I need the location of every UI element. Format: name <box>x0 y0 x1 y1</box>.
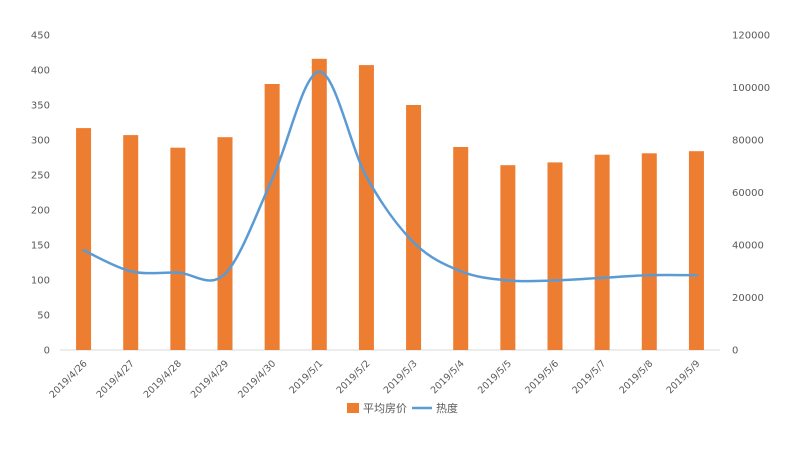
y-left-tick-label: 150 <box>31 241 50 252</box>
line-point <box>129 270 132 273</box>
y-left-tick-label: 350 <box>31 101 50 112</box>
y-left-tick-label: 100 <box>31 276 50 287</box>
x-tick-label: 2019/4/28 <box>142 358 184 400</box>
bar <box>453 147 469 350</box>
line-point <box>82 249 85 252</box>
y-right-tick-label: 120000 <box>732 31 770 42</box>
y-right-tick-label: 60000 <box>732 188 764 199</box>
x-tick-label: 2019/4/26 <box>47 358 89 400</box>
y-left-tick-label: 0 <box>44 346 50 357</box>
x-tick-label: 2019/5/5 <box>476 358 514 396</box>
y-right-tick-label: 80000 <box>732 136 764 147</box>
legend-bar-label: 平均房价 <box>363 402 407 415</box>
x-tick-label: 2019/5/1 <box>287 358 325 396</box>
y-right-tick-label: 20000 <box>732 293 764 304</box>
line-point <box>695 273 698 277</box>
bar <box>264 84 280 350</box>
axes-layer: 0 50 100 150 200 250 300 350 400 450 0 20000 40000 60… <box>31 31 770 401</box>
line-point <box>648 273 651 277</box>
bar <box>170 147 186 350</box>
line-point <box>412 241 415 244</box>
bar <box>76 128 92 350</box>
bar <box>217 137 233 350</box>
x-tick-label: 2019/5/6 <box>523 358 561 396</box>
y-right-tick-label: 0 <box>732 346 738 357</box>
bars-layer <box>76 58 704 351</box>
x-tick-label: 2019/5/9 <box>665 358 703 396</box>
line-point <box>459 270 462 273</box>
line-point <box>553 279 557 282</box>
bar <box>641 153 657 350</box>
y-left-tick-label: 400 <box>31 66 50 77</box>
bar <box>406 105 422 350</box>
line-point <box>223 272 227 276</box>
line-point <box>270 178 274 181</box>
x-tick-label: 2019/5/3 <box>382 358 420 396</box>
legend-line-label: 热度 <box>436 401 458 415</box>
bar <box>500 165 516 350</box>
y-right-tick-label: 100000 <box>732 83 770 94</box>
y-left-tick-label: 200 <box>31 206 50 217</box>
y-left-tick-label: 250 <box>31 171 50 182</box>
bar <box>688 151 704 350</box>
y-left-tick-label: 50 <box>37 311 50 322</box>
line-point <box>365 175 368 178</box>
bar <box>358 65 374 350</box>
x-tick-label: 2019/5/2 <box>335 358 373 396</box>
y-left-tick-label: 300 <box>31 136 50 147</box>
line-point <box>318 70 321 73</box>
x-tick-label: 2019/4/29 <box>189 358 231 400</box>
bar <box>311 58 327 351</box>
legend-bar-swatch <box>347 403 359 413</box>
x-tick-label: 2019/4/30 <box>236 358 278 400</box>
legend: 平均房价 热度 <box>347 401 458 415</box>
y-left-tick-label: 450 <box>31 31 50 42</box>
bar <box>547 162 563 350</box>
line-point <box>506 279 510 282</box>
x-tick-label: 2019/5/7 <box>570 358 608 396</box>
y-right-tick-label: 40000 <box>732 241 764 252</box>
line-point <box>176 271 180 274</box>
bar <box>594 154 610 350</box>
line-point <box>600 276 604 280</box>
line-layer <box>82 70 698 283</box>
x-tick-label: 2019/4/27 <box>95 358 137 400</box>
bar <box>123 135 139 350</box>
x-tick-label: 2019/5/8 <box>617 358 655 396</box>
x-tick-label: 2019/5/4 <box>429 358 467 396</box>
